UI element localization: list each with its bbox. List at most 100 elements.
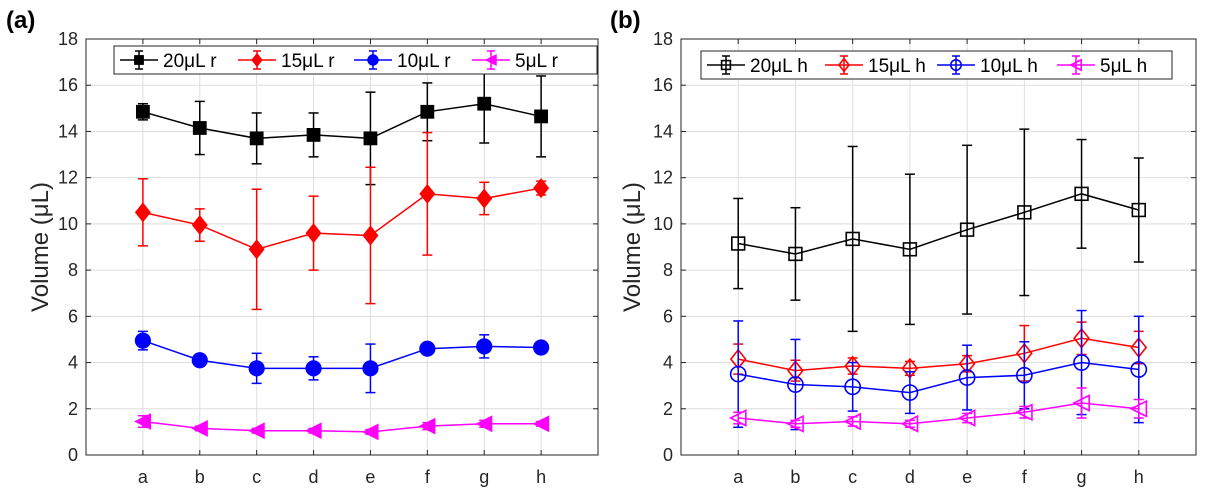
y-tick-label-10: 10 xyxy=(58,214,78,234)
data-point-h xyxy=(1131,202,1146,218)
data-point-d xyxy=(305,360,322,377)
legend: 20μL r 15μL r 10μL r 5μL r xyxy=(113,45,598,75)
legend-entry-10-l-h: 10μL h xyxy=(937,55,1038,77)
data-point-c xyxy=(249,131,264,146)
y-axis-label: Volume (μL) xyxy=(619,182,646,312)
legend-marker xyxy=(484,53,497,67)
legend-label: 5μL r xyxy=(515,51,559,72)
legend-marker xyxy=(837,57,851,73)
y-tick-label-16: 16 xyxy=(58,75,78,95)
data-point-e xyxy=(363,131,378,146)
legend-entry-15-l-r: 15μL r xyxy=(238,50,335,72)
data-point-d xyxy=(900,414,919,433)
data-point-f xyxy=(419,340,436,357)
x-tick-label-f: f xyxy=(1022,467,1028,487)
series-line-20-l-r xyxy=(142,102,542,140)
data-point-h xyxy=(534,109,549,124)
series-5-l-h xyxy=(728,387,1148,433)
x-tick-label-a: a xyxy=(733,467,744,487)
x-tick-label-e: e xyxy=(962,467,972,487)
data-point-b xyxy=(787,376,804,393)
series-line-15-l-r xyxy=(142,187,542,251)
y-tick-label-16: 16 xyxy=(653,75,673,95)
x-tick-label-d: d xyxy=(309,467,319,487)
x-tick-label-c: c xyxy=(252,467,261,487)
x-tick-label-g: g xyxy=(1077,467,1087,487)
y-tick-label-0: 0 xyxy=(663,445,673,465)
legend-marker xyxy=(1068,58,1083,72)
y-tick-label-2: 2 xyxy=(663,399,673,419)
data-point-g xyxy=(476,338,493,355)
legend-label: 5μL h xyxy=(1100,56,1147,77)
data-point-h xyxy=(533,178,550,199)
y-tick-label-4: 4 xyxy=(663,353,673,373)
data-point-h xyxy=(532,415,550,433)
y-tick-label-6: 6 xyxy=(68,306,78,326)
y-tick-label-18: 18 xyxy=(653,29,673,49)
data-point-e xyxy=(362,360,379,377)
data-point-c xyxy=(247,422,265,440)
y-tick-label-18: 18 xyxy=(58,29,78,49)
y-tick-label-10: 10 xyxy=(653,214,673,234)
data-point-a xyxy=(134,202,151,223)
data-point-d xyxy=(304,422,322,440)
legend-entry-15-l-h: 15μL h xyxy=(825,55,926,77)
legend-entry-5-l-r: 5μL r xyxy=(472,50,559,72)
y-tick-label-0: 0 xyxy=(68,445,78,465)
legend-entry-20-l-r: 20μL r xyxy=(120,50,217,72)
series-line-5-l-r xyxy=(142,420,542,433)
data-point-b xyxy=(192,121,207,135)
data-point-c xyxy=(248,360,265,377)
x-tick-label-a: a xyxy=(138,467,149,487)
y-axis-label: Volume (μL) xyxy=(27,182,54,312)
data-point-f xyxy=(420,104,435,119)
y-tick-label-4: 4 xyxy=(68,353,78,373)
series-10-l-h xyxy=(729,309,1148,431)
legend-entry-20-l-h: 20μL h xyxy=(707,55,808,77)
plot-area xyxy=(86,39,598,455)
x-tick-label-b: b xyxy=(195,467,205,487)
data-point-f xyxy=(1017,205,1032,220)
data-point-d xyxy=(901,384,919,401)
data-point-h xyxy=(1130,361,1148,378)
data-point-b xyxy=(786,414,804,433)
data-point-d xyxy=(306,128,321,142)
data-point-g xyxy=(1074,186,1089,202)
series-line-15-l-h xyxy=(738,337,1139,372)
x-tick-label-b: b xyxy=(790,467,800,487)
data-point-f xyxy=(1015,366,1033,384)
legend-marker xyxy=(720,59,732,71)
data-point-g xyxy=(477,96,492,111)
data-point-a xyxy=(729,365,747,383)
x-tick-label-c: c xyxy=(848,467,857,487)
legend-entry-10-l-r: 10μL r xyxy=(354,50,451,72)
series-20-l-r xyxy=(135,63,549,186)
data-point-e xyxy=(361,423,379,441)
data-point-h xyxy=(1129,399,1148,418)
panel-label: (b) xyxy=(610,7,641,34)
x-tick-label-f: f xyxy=(425,467,431,487)
legend-label: 20μL h xyxy=(750,56,808,77)
y-tick-label-14: 14 xyxy=(58,121,78,141)
legend-label: 15μL r xyxy=(281,51,335,72)
series-line-5-l-h xyxy=(738,402,1139,425)
data-point-d xyxy=(305,223,322,244)
legend-marker xyxy=(949,58,963,72)
series-20-l-h xyxy=(731,128,1146,333)
legend-label: 15μL h xyxy=(868,56,926,77)
x-tick-label-g: g xyxy=(479,467,489,487)
data-point-a xyxy=(134,332,151,349)
y-tick-label-6: 6 xyxy=(663,306,673,326)
data-point-c xyxy=(845,231,860,247)
y-tick-label-8: 8 xyxy=(663,260,673,280)
data-point-f xyxy=(419,183,436,204)
y-tick-label-12: 12 xyxy=(58,168,78,188)
y-tick-label-8: 8 xyxy=(68,260,78,280)
data-point-g xyxy=(1073,354,1090,371)
x-tick-label-e: e xyxy=(365,467,375,487)
legend-label: 10μL r xyxy=(397,51,451,72)
panel-b: 0 2 4 6 8 10 12 14 16 18 a b c d e f g h Volume (μL) (b) 20μ… xyxy=(610,7,1197,487)
legend-marker xyxy=(367,54,379,66)
legend-entry-5-l-h: 5μL h xyxy=(1057,55,1147,77)
data-point-e xyxy=(957,409,976,427)
